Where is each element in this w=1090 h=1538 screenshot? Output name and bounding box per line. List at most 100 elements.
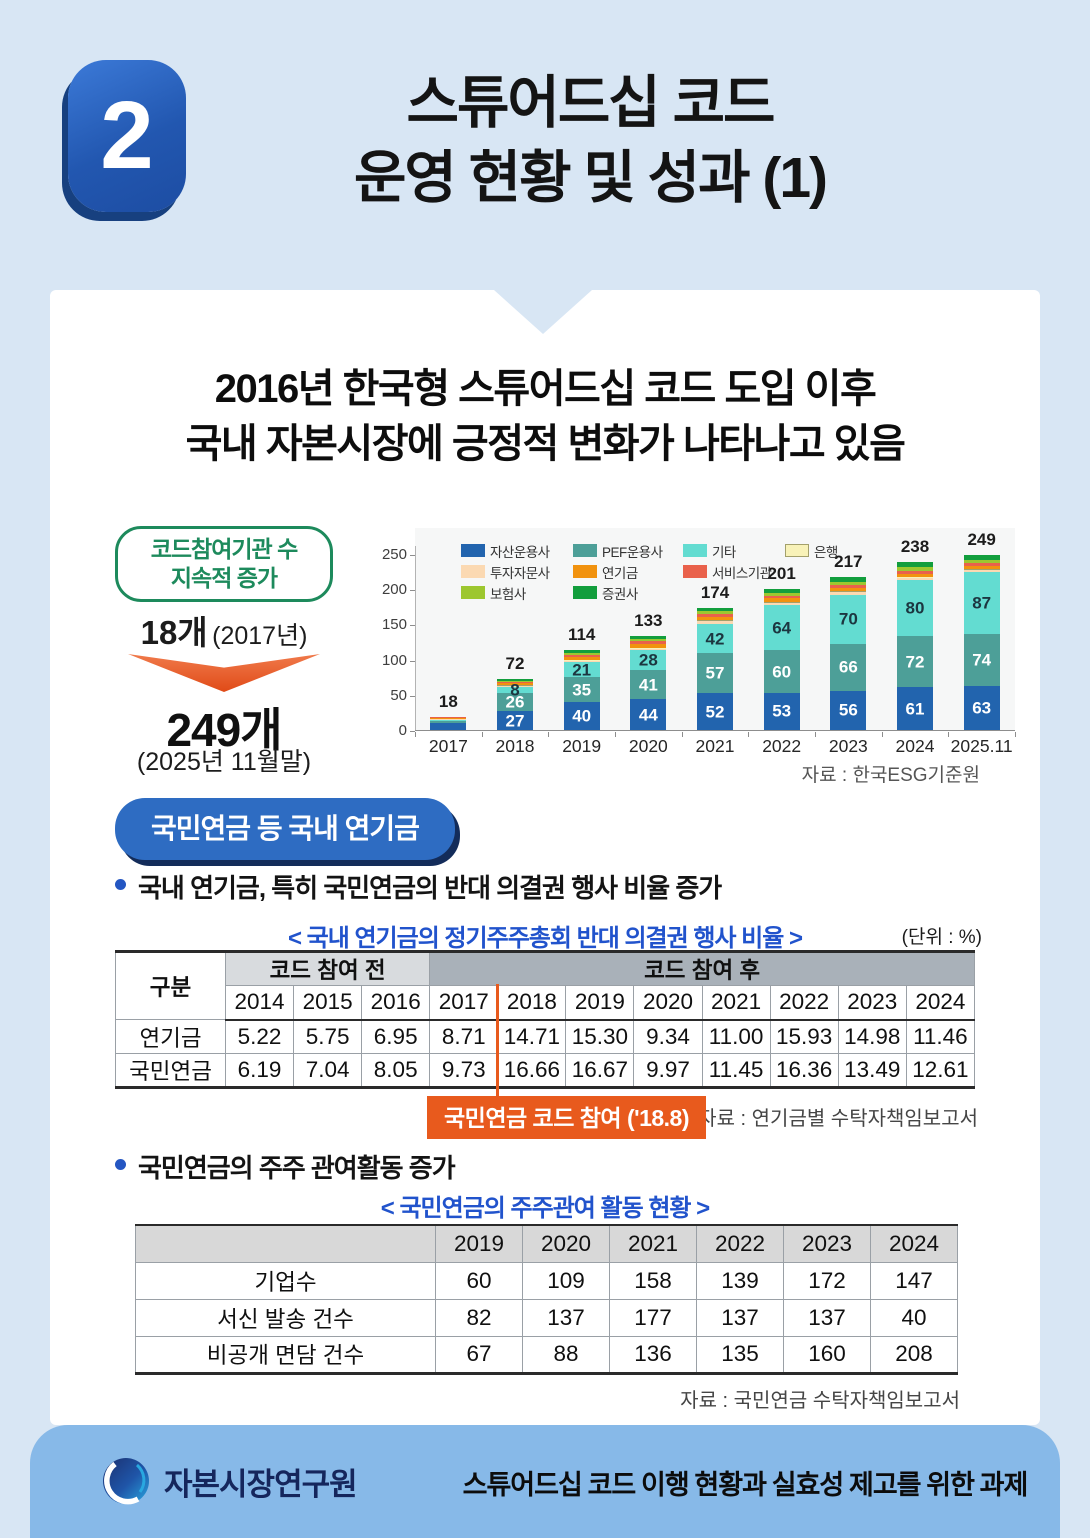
bar-segment: 63 <box>963 685 1000 730</box>
은행-legend-swatch <box>785 544 809 557</box>
bar-segment-label: 70 <box>838 609 858 629</box>
table1-caption: < 국내 연기금의 정기주주총회 반대 의결권 행사 비율 > <box>287 925 803 952</box>
bar-segment: 40 <box>563 701 600 730</box>
legend-label: 증권사 <box>602 586 638 602</box>
legend-label: 은행 <box>814 544 838 560</box>
legend-label: PEF운용사 <box>602 544 663 560</box>
bar-segment <box>697 620 733 624</box>
bar-group: 56 66 70 217 <box>830 552 867 730</box>
legend-item: 은행 <box>785 540 865 561</box>
x-axis-label: 2023 <box>828 736 868 756</box>
data-cell: 8.71 <box>429 1019 499 1054</box>
bar-segment <box>897 577 933 581</box>
table-row: 연기금 5.22 5.75 6.95 8.71 14.71 15.30 9.34 11.00 15… <box>115 1019 976 1054</box>
data-cell: 5.75 <box>293 1019 363 1054</box>
bar-total-label: 249 <box>967 529 996 549</box>
data-cell: 88 <box>522 1335 610 1374</box>
year-cell: 2021 <box>701 985 771 1021</box>
bar-segment: 8 <box>497 681 533 698</box>
y-axis-label: 150 <box>381 616 407 634</box>
year-cell: 2024 <box>870 1224 958 1263</box>
data-cell: 9.34 <box>633 1019 703 1054</box>
data-cell: 16.66 <box>497 1053 567 1088</box>
year-cell: 2020 <box>633 985 703 1021</box>
content-card: 2016년 한국형 스튜어드십 코드 도입 이후 국내 자본시장에 긍정적 변화… <box>50 290 1040 1425</box>
bar-segment <box>630 641 667 645</box>
bar-segment <box>763 588 800 593</box>
bar-segment-label: 42 <box>705 629 725 648</box>
bar-segment <box>963 566 1000 569</box>
year-cell: 2022 <box>769 985 839 1021</box>
bar-segment <box>897 567 933 571</box>
y-axis-label: 250 <box>381 546 407 563</box>
year-cell: 2019 <box>565 985 635 1021</box>
bar-segment: 44 <box>630 699 667 730</box>
bar-segment <box>763 598 800 602</box>
bar-group: 44 41 28 133 <box>630 611 667 730</box>
bar-segment <box>830 587 867 592</box>
highlight-title-line2: 지속적 증가 <box>170 565 278 591</box>
highlight-title-line1: 코드참여기관 수 <box>150 536 299 563</box>
year-cell: 2017 <box>429 985 499 1021</box>
bar-segment: 56 <box>830 690 867 730</box>
bar-segment <box>430 720 467 723</box>
table2-source: 자료 : 국민연금 수탁자책임보고서 <box>680 1390 960 1412</box>
bar-segment: 53 <box>763 692 800 730</box>
x-axis-label: 2017 <box>428 736 468 756</box>
data-cell: 11.45 <box>701 1053 771 1088</box>
bullet-text-1: 국내 연기금, 특히 국민연금의 반대 의결권 행사 비율 증가 <box>138 873 722 903</box>
headline-line2: 국내 자본시장에 긍정적 변화가 나타나고 있음 <box>185 422 906 467</box>
bar-segment <box>697 613 733 617</box>
bar-segment-label: 72 <box>905 652 925 672</box>
org-logo: 자본시장연구원 <box>100 1455 358 1507</box>
bar-segment <box>897 570 933 574</box>
year-cell: 2022 <box>696 1224 784 1263</box>
bar-segment <box>563 660 600 663</box>
data-cell: 137 <box>783 1298 871 1337</box>
x-axis-tick <box>948 732 950 737</box>
bar-segment-label: 64 <box>772 618 792 638</box>
before-count-note: (2017년) <box>212 622 308 650</box>
highlight-box: 코드참여기관 수 지속적 증가 <box>115 526 333 602</box>
x-axis-label: 2024 <box>895 736 935 756</box>
table2-corner-cell <box>135 1224 436 1263</box>
after-count-note: (2025년 11월말) <box>136 748 312 776</box>
participation-stacked-bar-chart: 자산운용사 PEF운용사 기타 은행 투자자문사 연기금 서비스기관 보험사 증권사 0 50 10… <box>382 528 1016 756</box>
page-title-line2: 운영 현황 및 성과 (1) <box>353 146 828 211</box>
table-row: 기업수 60 109 158 139 172 147 <box>135 1261 958 1300</box>
bar-segment: 87 <box>963 572 1000 634</box>
bar-segment <box>963 569 1000 573</box>
data-cell: 16.36 <box>769 1053 839 1088</box>
data-cell: 6.95 <box>361 1019 431 1054</box>
bar-total-label: 217 <box>834 552 863 572</box>
bar-segment-label: 80 <box>905 598 925 618</box>
table1-group-row: 구분 코드 참여 전 코드 참여 후 <box>115 951 975 1020</box>
bar-segment-label: 52 <box>705 702 725 722</box>
year-cell: 2015 <box>293 985 363 1021</box>
bullet-dot-icon <box>115 1159 126 1170</box>
x-axis-tick <box>748 732 750 737</box>
data-cell: 160 <box>783 1335 871 1374</box>
table1-year-row: 2014 2015 2016 2017 2018 2019 2020 2021 2022 2023… <box>116 985 976 1021</box>
org-logo-icon <box>103 1458 149 1505</box>
y-axis-label: 200 <box>381 581 407 599</box>
table-row: 국민연금 6.19 7.04 8.05 9.73 16.66 16.67 9.97 11.45 1… <box>115 1053 976 1088</box>
bar-segment-label: 53 <box>772 701 792 721</box>
card-notch-triangle <box>494 290 592 334</box>
bar-segment <box>563 654 600 657</box>
bar-segment-label: 27 <box>505 711 525 730</box>
legend-label: 연기금 <box>602 565 638 581</box>
legend-item: PEF운용사 <box>573 540 683 561</box>
headline-line1: 2016년 한국형 스튜어드십 코드 도입 이후 <box>214 367 877 411</box>
bar-segment-label: 8 <box>510 680 520 700</box>
before-count-value: 18개 <box>140 614 208 651</box>
code-join-marker-line <box>496 984 499 1096</box>
chart-x-axis <box>415 730 1015 731</box>
bar-total-label: 238 <box>900 537 930 557</box>
bar-segment <box>630 636 667 640</box>
bar-segment-label: 21 <box>572 660 592 680</box>
bar-group: 18 <box>430 692 467 730</box>
year-cell: 2014 <box>224 985 295 1021</box>
bar-segment-label: 26 <box>505 692 525 712</box>
legend-item: 서비스기관 <box>683 561 785 582</box>
